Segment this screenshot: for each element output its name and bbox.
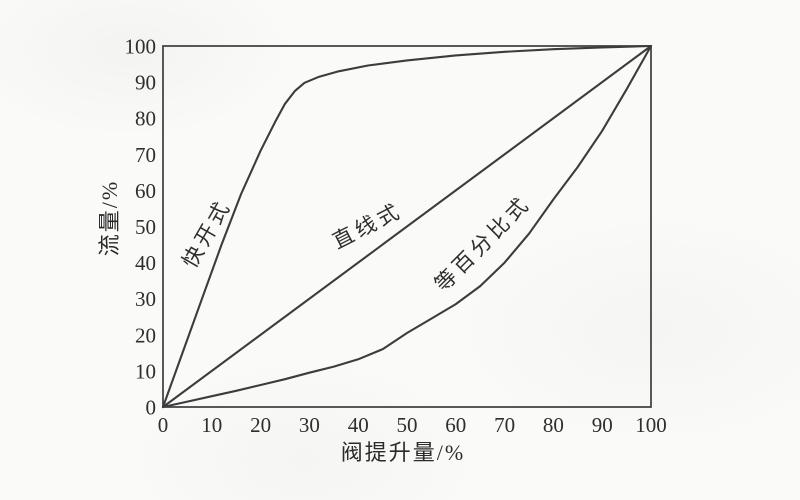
x-tick-label: 90 xyxy=(592,413,613,437)
y-tick-label: 50 xyxy=(135,215,156,239)
x-tick-label: 50 xyxy=(397,413,418,437)
x-tick-label: 30 xyxy=(299,413,320,437)
y-tick-label: 40 xyxy=(135,251,156,275)
y-tick-label: 70 xyxy=(135,143,156,167)
y-tick-label: 0 xyxy=(146,396,157,420)
y-tick-label: 90 xyxy=(135,71,156,95)
x-axis-title: 阀提升量/% xyxy=(340,440,466,465)
plot-frame xyxy=(162,45,652,408)
x-tick-label: 0 xyxy=(158,413,169,437)
x-tick-label: 10 xyxy=(201,413,222,437)
x-tick-label: 100 xyxy=(635,413,667,437)
x-tick-label: 20 xyxy=(250,413,271,437)
x-tick-label: 80 xyxy=(543,413,564,437)
y-tick-label: 20 xyxy=(135,323,156,347)
y-tick-label: 80 xyxy=(135,107,156,131)
curve-equal-percentage xyxy=(161,44,653,409)
x-tick-label: 60 xyxy=(445,413,466,437)
y-tick-label: 30 xyxy=(135,287,156,311)
y-axis-title: 流量/% xyxy=(97,179,122,257)
x-tick-label: 70 xyxy=(494,413,515,437)
y-tick-label: 100 xyxy=(125,35,157,59)
curve-quick-opening xyxy=(161,44,653,409)
y-tick-label: 10 xyxy=(135,359,156,383)
y-tick-label: 60 xyxy=(135,179,156,203)
curve-linear xyxy=(161,44,653,409)
x-tick-label: 40 xyxy=(348,413,369,437)
